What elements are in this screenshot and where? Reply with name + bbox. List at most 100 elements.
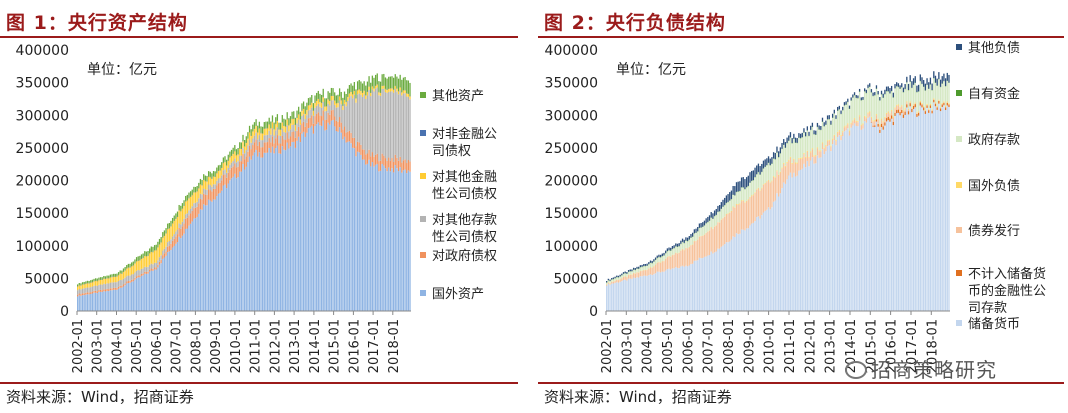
bar-segment bbox=[381, 153, 383, 164]
bar-segment bbox=[126, 268, 128, 277]
month-bar bbox=[713, 210, 716, 311]
bar-segment bbox=[909, 102, 911, 104]
bar-segment bbox=[692, 236, 694, 245]
month-bar bbox=[658, 254, 660, 311]
bar-segment bbox=[353, 82, 355, 91]
bar-segment bbox=[189, 213, 192, 224]
bar-segment bbox=[720, 246, 722, 311]
bar-segment bbox=[681, 265, 684, 311]
month-bar bbox=[167, 223, 169, 311]
bar-segment bbox=[266, 121, 269, 128]
bar-segment bbox=[796, 138, 798, 143]
bar-segment bbox=[872, 121, 874, 126]
bar-segment bbox=[370, 96, 372, 157]
bar-segment bbox=[943, 102, 945, 106]
bar-segment bbox=[676, 253, 679, 268]
bar-segment bbox=[206, 205, 208, 311]
bar-segment bbox=[740, 187, 743, 201]
bar-segment bbox=[715, 208, 717, 215]
month-bar bbox=[678, 243, 680, 311]
bar-segment bbox=[887, 111, 889, 113]
bar-segment bbox=[299, 119, 301, 125]
bar-segment bbox=[798, 170, 800, 311]
legend-item: 其他资产 bbox=[420, 89, 484, 104]
bar-segment bbox=[399, 90, 401, 157]
month-bar bbox=[368, 76, 370, 311]
bar-segment bbox=[826, 140, 829, 142]
bar-segment bbox=[914, 102, 916, 104]
bar-segment bbox=[761, 215, 763, 311]
x-tick-label: 2006-01 bbox=[681, 319, 696, 373]
bar-segment bbox=[737, 191, 739, 204]
bar-segment bbox=[93, 290, 95, 293]
month-bar bbox=[831, 113, 834, 311]
bar-segment bbox=[248, 139, 251, 146]
bar-segment bbox=[103, 275, 105, 279]
bar-segment bbox=[158, 244, 161, 258]
bar-segment bbox=[933, 99, 935, 103]
bar-segment bbox=[840, 135, 842, 137]
month-bar bbox=[240, 142, 243, 311]
x-axis: 2002-01 2003-01 2004-01 2005-01 2006-01 2007-… bbox=[600, 310, 950, 373]
bar-segment bbox=[853, 92, 856, 96]
bar-segment bbox=[735, 204, 738, 234]
bar-segment bbox=[227, 167, 229, 173]
x-tick-label: 2016-01 bbox=[347, 319, 362, 373]
month-bar bbox=[392, 77, 395, 311]
bar-segment bbox=[690, 234, 692, 238]
bar-segment bbox=[224, 161, 226, 170]
month-bar bbox=[909, 75, 911, 311]
bar-segment bbox=[638, 268, 640, 273]
bar-segment bbox=[788, 140, 790, 160]
month-bar bbox=[690, 234, 692, 311]
bar-segment bbox=[874, 92, 876, 96]
bar-segment bbox=[764, 183, 766, 211]
bar-segment bbox=[350, 91, 352, 97]
bar-segment bbox=[373, 156, 375, 167]
bar-segment bbox=[692, 263, 694, 311]
bar-segment bbox=[391, 88, 393, 92]
bar-segment bbox=[263, 152, 265, 311]
bar-segment bbox=[901, 113, 903, 311]
bar-segment bbox=[199, 184, 202, 194]
month-bar bbox=[718, 205, 721, 311]
bar-segment bbox=[402, 77, 405, 91]
month-bar bbox=[855, 95, 857, 312]
bar-segment bbox=[352, 98, 354, 138]
bar-segment bbox=[255, 149, 257, 311]
bar-segment bbox=[271, 115, 274, 122]
bar-segment bbox=[944, 107, 947, 111]
month-bar bbox=[311, 95, 313, 311]
bar-segment bbox=[818, 150, 820, 152]
bar-segment bbox=[176, 234, 179, 243]
bar-segment bbox=[392, 77, 395, 90]
bar-segment bbox=[720, 202, 722, 209]
bar-segment bbox=[401, 95, 403, 163]
bar-segment bbox=[821, 121, 824, 143]
bar-segment bbox=[697, 231, 699, 240]
bar-segment bbox=[152, 264, 154, 269]
month-bar bbox=[386, 78, 388, 311]
bar-segment bbox=[101, 284, 103, 291]
month-bar bbox=[135, 257, 138, 311]
month-bar bbox=[665, 250, 667, 311]
bar-segment bbox=[911, 108, 913, 109]
bar-segment bbox=[99, 291, 102, 311]
bar-segment bbox=[644, 264, 647, 266]
bar-segment bbox=[804, 132, 807, 137]
bar-segment bbox=[196, 216, 198, 311]
bar-segment bbox=[85, 292, 87, 295]
bar-segment bbox=[78, 284, 80, 289]
bar-segment bbox=[103, 278, 105, 284]
bar-segment bbox=[183, 205, 185, 219]
bar-segment bbox=[924, 109, 927, 111]
month-bar bbox=[732, 185, 734, 311]
month-bar bbox=[693, 229, 696, 311]
bar-segment bbox=[838, 105, 841, 110]
bar-segment bbox=[845, 126, 847, 131]
bar-segment bbox=[388, 167, 390, 311]
bar-segment bbox=[867, 113, 869, 118]
bar-segment bbox=[909, 75, 911, 82]
bar-segment bbox=[783, 182, 785, 311]
